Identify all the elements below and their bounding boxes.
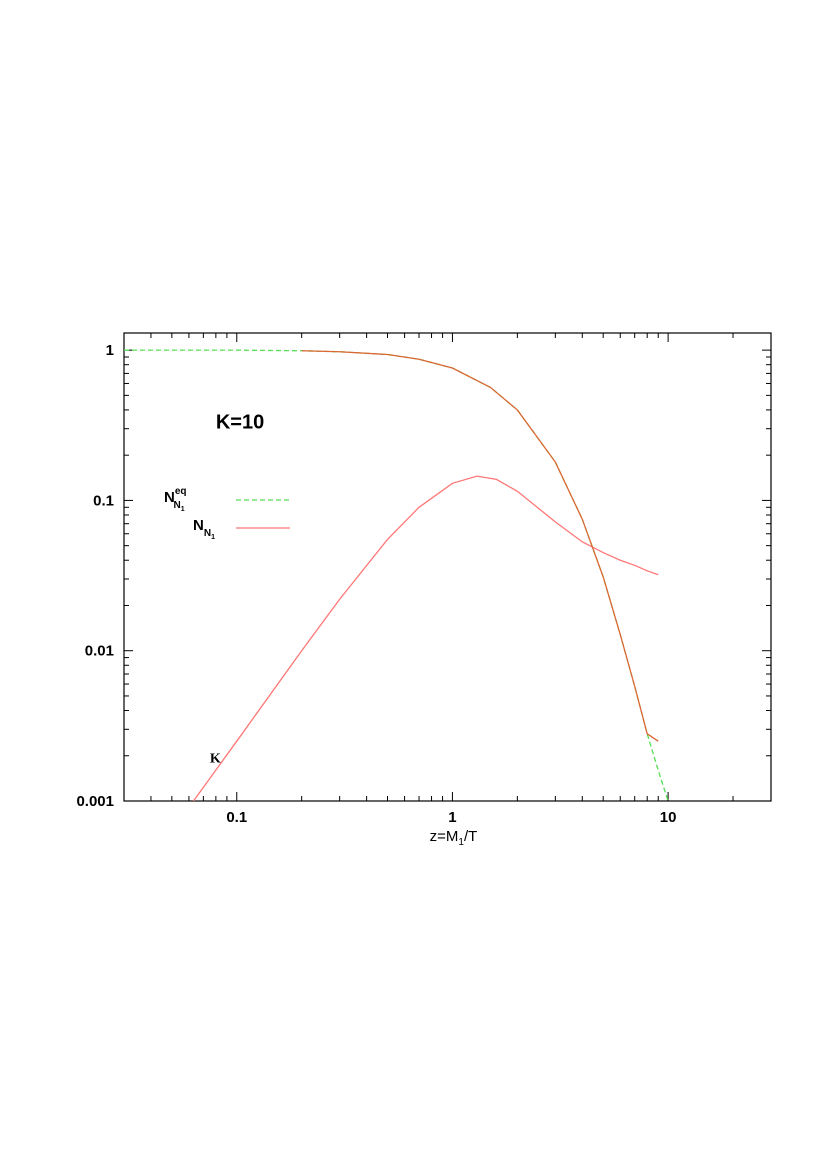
annotations: K=10 K xyxy=(210,412,264,767)
y-tick-label: 1 xyxy=(106,342,114,359)
legend-label-n: NN1 xyxy=(193,517,215,541)
y-tick-label: 0.01 xyxy=(85,643,114,660)
x-tick-label: 0.1 xyxy=(226,809,247,826)
series-line-eq-overlay xyxy=(301,350,659,742)
x-tick-label: 10 xyxy=(660,809,677,826)
y-tick-label: 0.1 xyxy=(93,492,114,509)
plot-frame xyxy=(123,332,772,802)
x-tick-label: 1 xyxy=(448,809,456,826)
annotation-k-value: K=10 xyxy=(216,412,264,434)
axis-ticks xyxy=(123,333,772,802)
annotation-k-label: K xyxy=(210,752,221,767)
series-lines xyxy=(124,349,669,801)
legend: Neq N1 NN1 xyxy=(164,486,290,541)
x-axis-title: z=M1/T xyxy=(430,828,478,848)
legend-label-eq: Neq N1 xyxy=(164,486,187,513)
series-line-n xyxy=(192,475,659,801)
x-axis-label: z=M1/T xyxy=(430,828,478,848)
tick-labels: 0.1 1 10 1 0.1 0.01 0.001 xyxy=(76,342,676,826)
y-tick-label: 0.001 xyxy=(76,793,114,810)
